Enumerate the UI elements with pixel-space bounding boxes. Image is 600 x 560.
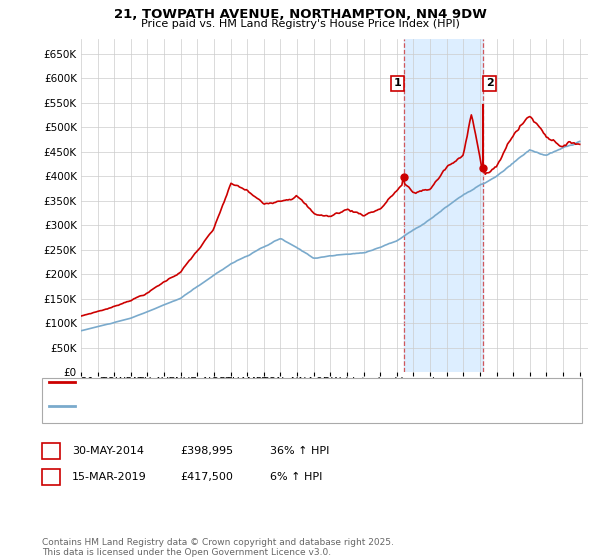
Text: 36% ↑ HPI: 36% ↑ HPI <box>270 446 329 456</box>
Text: 21, TOWPATH AVENUE, NORTHAMPTON, NN4 9DW: 21, TOWPATH AVENUE, NORTHAMPTON, NN4 9DW <box>113 8 487 21</box>
Text: 1: 1 <box>47 446 55 456</box>
Text: £398,995: £398,995 <box>180 446 233 456</box>
Bar <box>404 39 484 372</box>
Text: 30-MAY-2014: 30-MAY-2014 <box>72 446 144 456</box>
Text: 2: 2 <box>47 472 55 482</box>
Text: Contains HM Land Registry data © Crown copyright and database right 2025.
This d: Contains HM Land Registry data © Crown c… <box>42 538 394 557</box>
Text: 1: 1 <box>394 78 401 88</box>
Text: 6% ↑ HPI: 6% ↑ HPI <box>270 472 322 482</box>
Text: 15-MAR-2019: 15-MAR-2019 <box>72 472 147 482</box>
Text: 21, TOWPATH AVENUE, NORTHAMPTON, NN4 9DW (detached house): 21, TOWPATH AVENUE, NORTHAMPTON, NN4 9DW… <box>81 377 436 387</box>
Text: HPI: Average price, detached house, West Northamptonshire: HPI: Average price, detached house, West… <box>81 401 398 411</box>
Text: Price paid vs. HM Land Registry's House Price Index (HPI): Price paid vs. HM Land Registry's House … <box>140 19 460 29</box>
Text: 2: 2 <box>486 78 494 88</box>
Text: £417,500: £417,500 <box>180 472 233 482</box>
